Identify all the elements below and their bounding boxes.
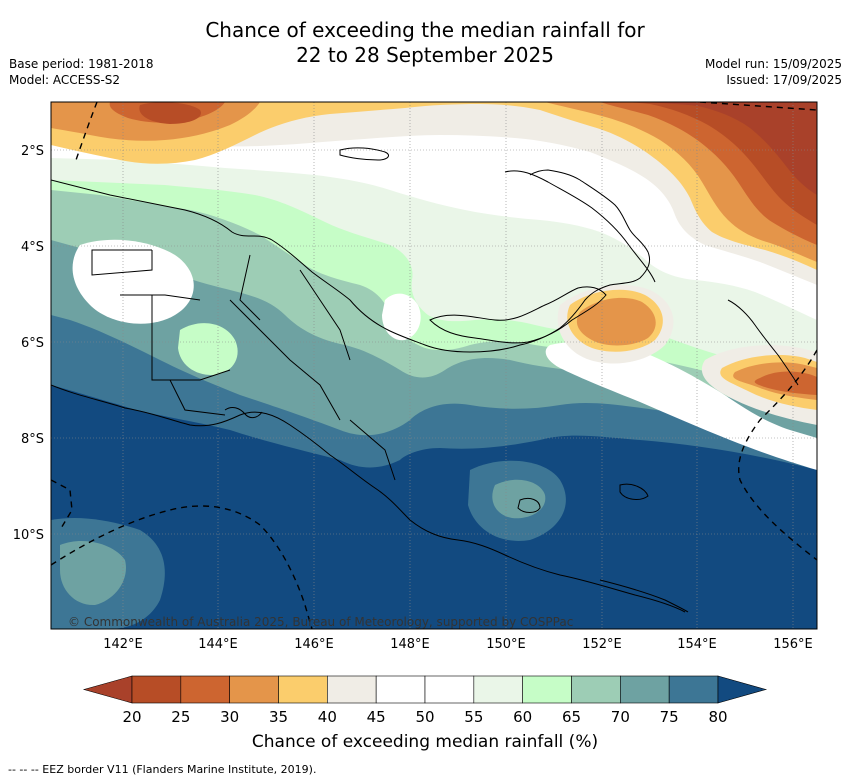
colorbar-tick-label: 45 xyxy=(367,708,386,726)
colorbar-segment xyxy=(375,675,426,704)
border-5 xyxy=(239,254,261,321)
zone-25-30-se xyxy=(754,371,817,395)
colorbar-tick-label: 80 xyxy=(708,708,727,726)
colorbar-segment xyxy=(424,675,475,704)
lat-tick-label: 6°S xyxy=(21,336,44,351)
torres-islands xyxy=(224,406,263,419)
colorbar-tick-label: 70 xyxy=(611,708,630,726)
border-1 xyxy=(91,249,153,276)
lon-tick-label: 146°E xyxy=(294,637,334,652)
zone-40-45 xyxy=(51,102,817,285)
colorbar-segment xyxy=(668,675,719,704)
lat-tick-label: 8°S xyxy=(21,432,44,447)
colorbar-tick-label: 25 xyxy=(171,708,190,726)
colorbar-tick-label: 65 xyxy=(562,708,581,726)
map-title: Chance of exceeding the median rainfall … xyxy=(0,18,850,68)
zone-below-20 xyxy=(640,102,817,195)
base-period: Base period: 1981-2018 xyxy=(9,57,154,71)
eez-south xyxy=(51,505,313,629)
colorbar-segment xyxy=(229,675,279,704)
rainfall-map-panel xyxy=(51,102,817,629)
issued-date: Issued: 17/09/2025 xyxy=(726,73,842,87)
lat-axis: 2°S 4°S 6°S 8°S 10°S xyxy=(13,144,44,543)
zone-70-75-south xyxy=(60,540,126,606)
colorbar-tick-label: 50 xyxy=(415,708,434,726)
model-run: Model run: 15/09/2025 xyxy=(704,57,842,71)
eez-northwest xyxy=(75,102,98,161)
border-8 xyxy=(120,294,201,301)
lon-tick-label: 154°E xyxy=(677,637,717,652)
title-line-2: 22 to 28 September 2025 xyxy=(296,43,554,67)
colorbar: 20 25 30 35 40 45 50 55 60 65 70 75 80 xyxy=(82,675,768,726)
colorbar-segment xyxy=(571,675,621,704)
eez-borders xyxy=(51,102,817,629)
colorbar-segment xyxy=(180,675,230,704)
border-2 xyxy=(151,295,231,381)
zone-30-35-east xyxy=(576,297,656,346)
zone-45-55-cent xyxy=(382,293,421,341)
manus-island xyxy=(339,147,389,161)
zone-45-55-west xyxy=(72,239,194,324)
lon-tick-label: 144°E xyxy=(198,637,238,652)
model-name: Model: ACCESS-S2 xyxy=(9,73,121,87)
eez-east xyxy=(738,349,817,561)
border-3 xyxy=(169,379,226,416)
lon-tick-label: 152°E xyxy=(582,637,622,652)
colorbar-tick-label: 60 xyxy=(513,708,532,726)
colorbar-segment xyxy=(620,675,670,704)
colorbar-tick-label: 30 xyxy=(220,708,239,726)
eez-northeast xyxy=(699,102,817,111)
border-7 xyxy=(349,419,396,481)
map-frame xyxy=(50,101,818,630)
lat-tick-label: 2°S xyxy=(21,144,44,159)
lon-tick-label: 150°E xyxy=(486,637,526,652)
zone-70-75-se xyxy=(492,479,546,519)
lat-tick-label: 4°S xyxy=(21,240,44,255)
lon-tick-label: 156°E xyxy=(773,637,813,652)
lat-tick-label: 10°S xyxy=(13,528,44,543)
title-line-1: Chance of exceeding the median rainfall … xyxy=(205,18,645,42)
colorbar-tick-label: 35 xyxy=(269,708,288,726)
colorbar-title: Chance of exceeding median rainfall (%) xyxy=(252,732,598,752)
coastlines xyxy=(51,147,799,613)
colorbar-segment xyxy=(522,675,572,704)
zone-20-25-nw xyxy=(139,102,201,124)
colorbar-segment xyxy=(278,675,328,704)
zone-60-65-west xyxy=(178,323,238,376)
copyright-text: © Commonwealth of Australia 2025, Bureau… xyxy=(68,615,573,629)
zone-45-55-east xyxy=(545,341,817,470)
border-6 xyxy=(299,269,351,361)
colorbar-segment xyxy=(327,675,377,704)
colorbar-extend-high xyxy=(717,675,768,704)
south-coast xyxy=(51,384,686,613)
province-borders xyxy=(91,249,396,481)
lon-tick-label: 148°E xyxy=(390,637,430,652)
border-4 xyxy=(229,299,341,421)
eez-footnote: -- -- -- EEZ border V11 (Flanders Marine… xyxy=(8,763,317,776)
colorbar-tick-label: 20 xyxy=(122,708,141,726)
lon-axis: 142°E 144°E 146°E 148°E 150°E 152°E 154°… xyxy=(103,637,813,652)
colorbar-extend-low xyxy=(82,675,133,704)
colorbar-tick-label: 75 xyxy=(660,708,679,726)
louisiade xyxy=(599,579,689,613)
lon-tick-label: 142°E xyxy=(103,637,143,652)
meta-right: Model run: 15/09/2025 Issued: 17/09/2025 xyxy=(705,56,842,88)
colorbar-tick-label: 55 xyxy=(464,708,483,726)
colorbar-segment xyxy=(131,675,182,704)
new-britain xyxy=(429,286,607,344)
meta-left: Base period: 1981-2018 Model: ACCESS-S2 xyxy=(9,56,154,88)
new-guinea-coast xyxy=(51,169,651,353)
graticule xyxy=(51,102,817,629)
colorbar-segment xyxy=(473,675,523,704)
bougainville xyxy=(727,299,799,386)
colorbar-tick-label: 40 xyxy=(318,708,337,726)
new-ireland xyxy=(504,170,656,283)
milne-bay-islands xyxy=(517,483,649,513)
